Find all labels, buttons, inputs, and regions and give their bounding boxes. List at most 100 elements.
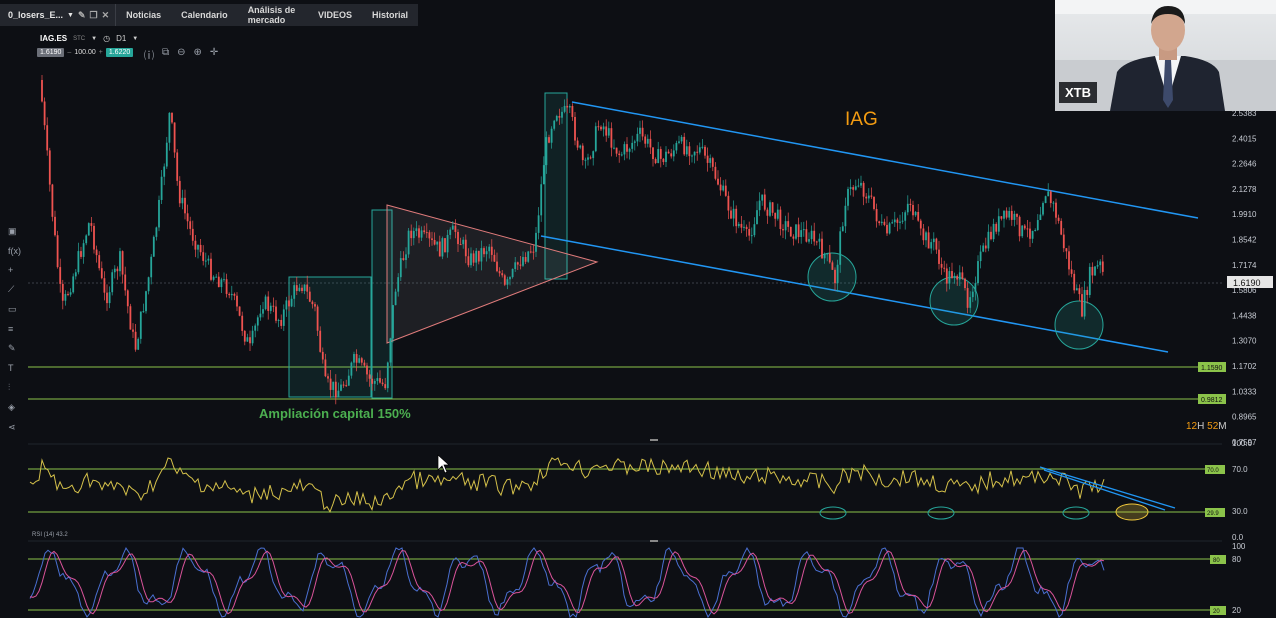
clock-icon[interactable]: ◷ — [103, 34, 111, 43]
candle-body — [457, 231, 459, 245]
price-axis-label: 1.3070 — [1232, 337, 1257, 346]
candle-body — [581, 145, 584, 161]
candle-body — [1026, 228, 1029, 230]
candle-body — [1055, 202, 1057, 218]
candle-body — [178, 180, 181, 204]
candle-body — [795, 224, 797, 239]
candle-body — [1047, 191, 1050, 197]
plus-icon[interactable]: + — [8, 265, 14, 275]
candle-body — [685, 146, 688, 155]
candle-body — [563, 105, 566, 112]
layers-icon[interactable]: ◈ — [8, 402, 15, 412]
candle-body — [870, 195, 873, 197]
candle-body — [415, 228, 418, 231]
candle-body — [605, 126, 608, 136]
candle-body — [683, 136, 686, 155]
candle-body — [451, 225, 454, 230]
candle-body — [909, 203, 912, 206]
text-icon[interactable]: T — [8, 363, 14, 373]
support-label-box — [1198, 362, 1226, 372]
candle-body — [113, 268, 116, 273]
candle-body — [558, 115, 561, 118]
candle-body — [74, 272, 77, 277]
chevron-down-icon[interactable]: ▼ — [67, 11, 74, 19]
candle-body — [766, 209, 769, 216]
workspace-selector[interactable]: 0_losers_E... ▼ ✎ ❐ ✕ — [0, 4, 117, 26]
candle-body — [688, 146, 691, 157]
bid-price[interactable]: 1.6190 — [37, 48, 65, 57]
workspace-name: 0_losers_E... — [8, 10, 64, 20]
candle-body — [1010, 210, 1013, 220]
panel-resize-handle[interactable] — [650, 439, 658, 441]
candle-body — [139, 311, 142, 339]
candle-body — [854, 186, 857, 190]
panel-resize-handle[interactable] — [650, 540, 658, 542]
candle-body — [259, 313, 262, 318]
candle-body — [316, 306, 319, 331]
layers-icon[interactable]: ▣ — [8, 226, 17, 236]
share-icon[interactable]: ⋖ — [8, 422, 16, 432]
candle-body — [59, 267, 62, 284]
candle-body — [821, 238, 823, 259]
candle-body — [805, 229, 808, 242]
candle-body — [496, 261, 498, 272]
fx-icon[interactable]: f(x) — [8, 246, 21, 256]
candle-body — [607, 128, 610, 136]
instrument-symbol[interactable]: IAG.ES — [40, 34, 68, 43]
candle-body — [256, 317, 259, 326]
candle-body — [610, 128, 613, 148]
candle-body — [480, 248, 483, 262]
candle-body — [823, 253, 826, 259]
zoom-in-icon[interactable]: ⊕ — [193, 47, 202, 58]
candle-body — [446, 234, 449, 253]
webcam-overlay: XTB — [1055, 0, 1276, 111]
tab-label: Historial — [371, 10, 408, 20]
instrument-tag: STC — [73, 35, 86, 42]
tab-analisis-mercado[interactable]: Análisis de mercado — [238, 4, 308, 26]
candle-body — [896, 219, 899, 223]
chevron-down-icon[interactable]: ▼ — [132, 35, 139, 42]
candle-body — [210, 258, 212, 280]
rsi-label: RSI (14) 43.2 — [32, 532, 68, 538]
candle-body — [810, 230, 813, 240]
candle-body — [493, 254, 496, 262]
indicator-icon[interactable]: ⒤ — [144, 51, 154, 62]
tab-calendario[interactable]: Calendario — [171, 4, 238, 26]
volume-value[interactable]: 100.00 — [74, 49, 96, 56]
pencil-icon[interactable]: ✎ — [8, 343, 16, 353]
candle-body — [800, 230, 803, 238]
tab-videos[interactable]: VIDEOS — [308, 4, 362, 26]
price-axis-label: 2.1278 — [1232, 185, 1257, 194]
rectangle-icon[interactable]: ▭ — [8, 304, 17, 314]
duplicate-icon[interactable]: ❐ — [89, 9, 98, 20]
fibonacci-icon[interactable]: ≡ — [8, 324, 14, 334]
candle-body — [472, 253, 475, 263]
candle-body — [1036, 220, 1039, 230]
interval-selector[interactable]: D1 — [116, 34, 127, 43]
close-icon[interactable]: ✕ — [101, 9, 110, 20]
tab-noticias[interactable]: Noticias — [116, 4, 171, 26]
ruler-icon[interactable]: ⫶ — [8, 382, 11, 392]
line-icon[interactable]: ⟋ — [8, 284, 15, 294]
candle-body — [522, 257, 524, 266]
candle-body — [571, 105, 574, 117]
candle-body — [1021, 225, 1024, 237]
candle-body — [966, 288, 969, 308]
edit-icon[interactable]: ✎ — [77, 9, 86, 20]
chevron-down-icon[interactable]: ▼ — [91, 35, 98, 42]
candle-body — [199, 244, 202, 253]
candle-body — [737, 223, 740, 227]
candle-body — [490, 246, 493, 255]
zoom-out-icon[interactable]: ⊖ — [177, 47, 186, 58]
candle-body — [171, 112, 173, 123]
candle-body — [124, 274, 127, 291]
candle-body — [727, 195, 730, 211]
duplicate-icon[interactable]: ⧉ — [162, 47, 170, 58]
candle-countdown: 12H 52M — [1186, 421, 1227, 432]
tab-historial[interactable]: Historial — [362, 4, 418, 26]
candle-body — [87, 223, 90, 236]
ask-price[interactable]: 1.6220 — [105, 48, 134, 57]
candle-body — [849, 187, 852, 189]
crosshair-icon[interactable]: ✛ — [209, 47, 219, 58]
